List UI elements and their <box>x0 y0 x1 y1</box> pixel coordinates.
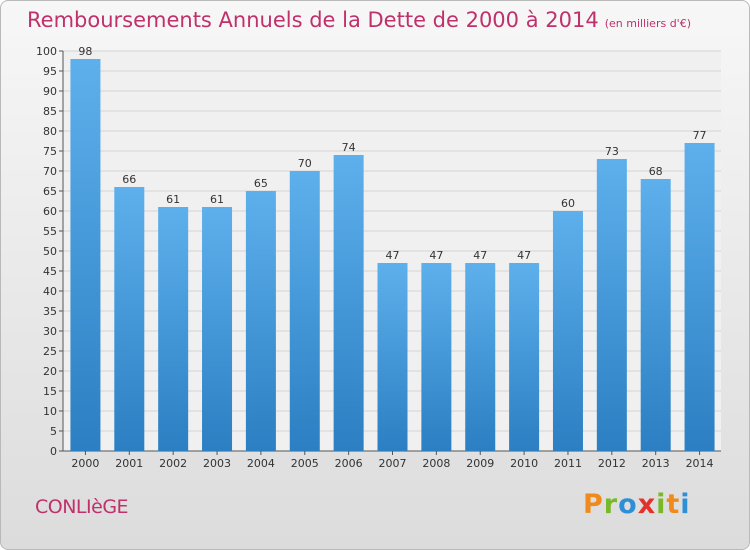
x-tick-label: 2014 <box>686 457 714 470</box>
y-tick-label: 55 <box>43 225 57 238</box>
bar <box>640 179 671 451</box>
y-tick-label: 10 <box>43 405 57 418</box>
bar <box>70 59 101 451</box>
data-label: 61 <box>210 193 224 206</box>
x-tick-label: 2000 <box>71 457 99 470</box>
logo-letter: x <box>637 489 657 520</box>
data-label: 73 <box>605 145 619 158</box>
y-tick-label: 100 <box>36 45 57 58</box>
x-tick-label: 2009 <box>466 457 494 470</box>
logo-letter: r <box>603 489 619 520</box>
commune-name: CONLIèGE <box>35 496 129 518</box>
data-label: 66 <box>122 173 136 186</box>
x-tick-label: 2011 <box>554 457 582 470</box>
data-label: 47 <box>517 249 531 262</box>
chart-title-text: Remboursements Annuels de la Dette de 20… <box>27 8 599 32</box>
bar <box>245 191 276 451</box>
data-label: 61 <box>166 193 180 206</box>
data-label: 60 <box>561 197 575 210</box>
bar <box>465 263 496 451</box>
y-tick-label: 40 <box>43 285 57 298</box>
x-tick-label: 2013 <box>642 457 670 470</box>
logo-letter: i <box>656 489 667 520</box>
y-tick-label: 50 <box>43 245 57 258</box>
logo-letter: i <box>680 489 691 520</box>
y-tick-label: 65 <box>43 185 57 198</box>
data-label: 47 <box>386 249 400 262</box>
x-tick-label: 2001 <box>115 457 143 470</box>
data-label: 47 <box>473 249 487 262</box>
data-label: 77 <box>693 129 707 142</box>
x-tick-label: 2006 <box>335 457 363 470</box>
data-label: 65 <box>254 177 268 190</box>
bar <box>552 211 583 451</box>
bar <box>158 207 189 451</box>
proxiti-logo: Proxiti <box>583 489 691 520</box>
bar <box>596 159 627 451</box>
y-tick-label: 60 <box>43 205 57 218</box>
y-tick-label: 20 <box>43 365 57 378</box>
y-tick-label: 25 <box>43 345 57 358</box>
x-tick-label: 2003 <box>203 457 231 470</box>
bar <box>289 171 320 451</box>
bar <box>333 155 364 451</box>
y-tick-label: 45 <box>43 265 57 278</box>
chart-title: Remboursements Annuels de la Dette de 20… <box>27 8 691 32</box>
data-label: 47 <box>429 249 443 262</box>
logo-letter: P <box>583 489 604 520</box>
logo-letter: t <box>666 489 681 520</box>
x-tick-label: 2002 <box>159 457 187 470</box>
bar <box>202 207 233 451</box>
y-tick-label: 75 <box>43 145 57 158</box>
y-tick-label: 0 <box>50 445 57 458</box>
x-tick-label: 2010 <box>510 457 538 470</box>
data-label: 68 <box>649 165 663 178</box>
y-tick-label: 5 <box>50 425 57 438</box>
data-label: 70 <box>298 157 312 170</box>
x-tick-label: 2008 <box>422 457 450 470</box>
chart-subtitle: (en milliers d'€) <box>604 17 691 30</box>
y-tick-label: 70 <box>43 165 57 178</box>
bar <box>684 143 715 451</box>
bar <box>377 263 408 451</box>
x-tick-label: 2004 <box>247 457 275 470</box>
y-tick-label: 95 <box>43 65 57 78</box>
bar <box>114 187 145 451</box>
x-tick-label: 2007 <box>379 457 407 470</box>
logo-letter: o <box>618 489 638 520</box>
x-tick-label: 2012 <box>598 457 626 470</box>
data-label: 98 <box>78 45 92 58</box>
y-tick-label: 90 <box>43 85 57 98</box>
y-tick-label: 15 <box>43 385 57 398</box>
y-tick-label: 80 <box>43 125 57 138</box>
bar <box>509 263 540 451</box>
x-tick-label: 2005 <box>291 457 319 470</box>
y-tick-label: 30 <box>43 325 57 338</box>
data-label: 74 <box>342 141 356 154</box>
bar <box>421 263 452 451</box>
y-tick-label: 85 <box>43 105 57 118</box>
y-tick-label: 35 <box>43 305 57 318</box>
